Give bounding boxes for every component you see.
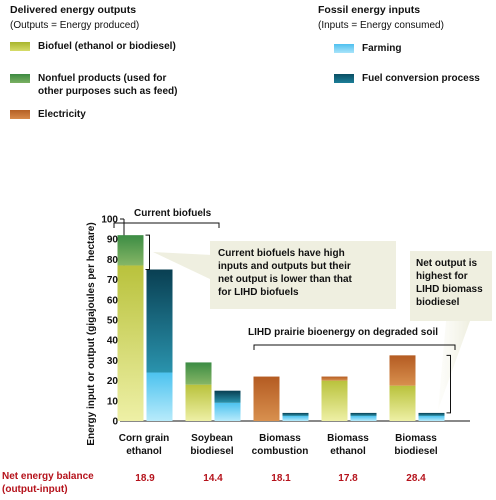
lihd-label: LIHD prairie bioenergy on degraded soil bbox=[248, 327, 438, 338]
bars bbox=[117, 235, 445, 421]
bar-nonfuel bbox=[185, 362, 212, 385]
net-balance-title-line1: Net energy balance bbox=[2, 471, 94, 482]
net-balance-value: 17.8 bbox=[338, 473, 358, 484]
category-labels: Corn grain ethanol Soybean biodiesel Biomass… bbox=[119, 433, 438, 457]
net-balance-value: 14.4 bbox=[203, 473, 223, 484]
biofuel-swatch bbox=[10, 42, 30, 51]
current-callout-line1: Current biofuels have high bbox=[218, 248, 345, 259]
category-label: combustion bbox=[252, 446, 309, 457]
category-label: ethanol bbox=[330, 446, 366, 457]
category-label: Biomass bbox=[259, 433, 301, 444]
current-callout-line4: for LIHD biofuels bbox=[218, 287, 299, 298]
bar-electricity bbox=[253, 376, 280, 421]
legend-nonfuel-line1: Nonfuel products (used for bbox=[38, 73, 167, 84]
bar-conversion bbox=[214, 390, 241, 403]
category-label: ethanol bbox=[126, 446, 162, 457]
bar-nonfuel bbox=[117, 235, 144, 266]
y-tick-label: 90 bbox=[107, 235, 119, 246]
net-callout-line2: highest for bbox=[416, 271, 468, 282]
net-balance-title-line2: (output-input) bbox=[2, 484, 68, 495]
bar-biofuel bbox=[117, 265, 144, 421]
farming-swatch bbox=[334, 44, 354, 53]
y-tick-label: 20 bbox=[107, 376, 119, 387]
bar-farming bbox=[350, 415, 377, 421]
current-biofuels-label: Current biofuels bbox=[134, 208, 212, 219]
y-axis-label: Energy input or output (gigajoules per h… bbox=[86, 222, 97, 445]
net-bracket bbox=[446, 354, 451, 414]
y-tick-label: 40 bbox=[107, 336, 119, 347]
net-callout-pointer bbox=[438, 321, 470, 410]
bar-electricity bbox=[321, 376, 348, 381]
y-tick-label: 50 bbox=[107, 316, 119, 327]
conversion-swatch bbox=[334, 74, 354, 83]
bar-biofuel bbox=[185, 384, 212, 421]
net-balance-value: 28.4 bbox=[406, 473, 426, 484]
net-balance-value: 18.9 bbox=[135, 473, 155, 484]
bar-conversion bbox=[146, 269, 173, 373]
brackets bbox=[145, 234, 451, 414]
legend-conversion: Fuel conversion process bbox=[362, 73, 480, 84]
current-biofuels-bracket bbox=[113, 222, 220, 228]
category-label: Biomass bbox=[395, 433, 437, 444]
legend-biofuel: Biofuel (ethanol or biodiesel) bbox=[38, 41, 176, 52]
bar-farming bbox=[146, 372, 173, 421]
electricity-swatch bbox=[10, 110, 30, 119]
category-label: Corn grain bbox=[119, 433, 170, 444]
outputs-subheading: (Outputs = Energy produced) bbox=[10, 20, 140, 31]
y-tick-label: 100 bbox=[101, 215, 118, 226]
category-label: Soybean bbox=[191, 433, 233, 444]
net-balance-value: 18.1 bbox=[271, 473, 291, 484]
bar-biofuel bbox=[389, 385, 416, 421]
lihd-bracket bbox=[253, 344, 456, 350]
bar-conversion bbox=[418, 412, 445, 416]
net-callout-line4: biodiesel bbox=[416, 297, 460, 308]
current-biofuels-callout: Current biofuels have high inputs and ou… bbox=[210, 241, 396, 309]
bar-biofuel bbox=[321, 380, 348, 421]
y-tick-label: 30 bbox=[107, 356, 119, 367]
bar-conversion bbox=[350, 412, 377, 416]
net-callout-line3: LIHD biomass bbox=[416, 284, 483, 295]
bar-farming bbox=[282, 415, 309, 421]
y-tick-label: 60 bbox=[107, 295, 119, 306]
net-bracket bbox=[145, 234, 150, 270]
y-tick-label: 10 bbox=[107, 396, 119, 407]
inputs-subheading: (Inputs = Energy consumed) bbox=[318, 20, 444, 31]
current-callout-line3: net output is lower than that bbox=[218, 274, 352, 285]
y-tick-label: 80 bbox=[107, 255, 119, 266]
net-callout-line1: Net output is bbox=[416, 258, 478, 269]
bar-farming bbox=[418, 415, 445, 421]
legend-electricity: Electricity bbox=[38, 109, 86, 120]
bar-farming bbox=[214, 402, 241, 421]
current-callout-line2: inputs and outputs but their bbox=[218, 261, 351, 272]
current-callout-pointer bbox=[153, 252, 212, 280]
legend-nonfuel-line2: other purposes such as feed) bbox=[38, 86, 178, 97]
y-tick-label: 0 bbox=[112, 417, 118, 428]
outputs-heading: Delivered energy outputs bbox=[10, 4, 137, 16]
net-output-callout: Net output is highest for LIHD biomass b… bbox=[410, 251, 492, 321]
bar-conversion bbox=[282, 412, 309, 416]
category-label: Biomass bbox=[327, 433, 369, 444]
legend-farming: Farming bbox=[362, 43, 402, 54]
nonfuel-swatch bbox=[10, 74, 30, 83]
category-label: biodiesel bbox=[190, 446, 234, 457]
bar-electricity bbox=[389, 355, 416, 386]
inputs-heading: Fossil energy inputs bbox=[318, 4, 421, 16]
y-tick-label: 70 bbox=[107, 275, 119, 286]
category-label: biodiesel bbox=[394, 446, 438, 457]
